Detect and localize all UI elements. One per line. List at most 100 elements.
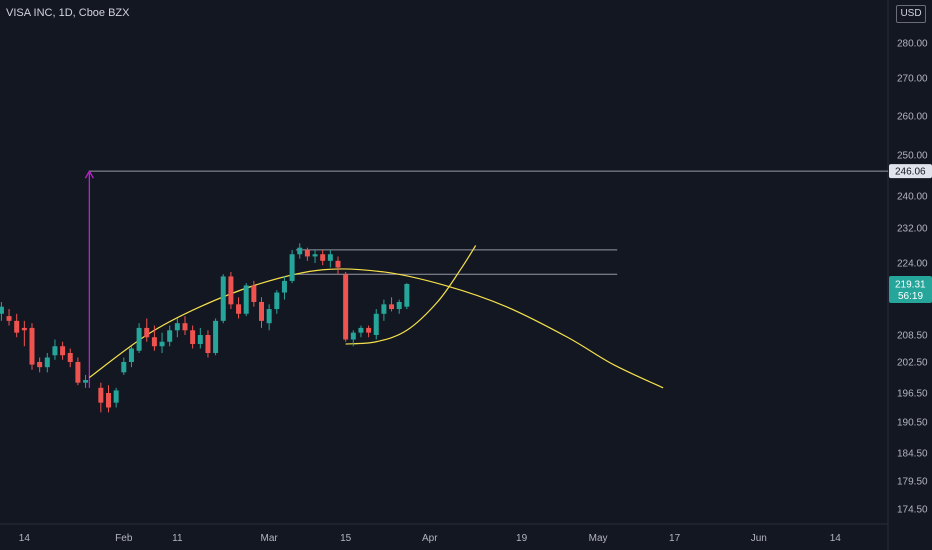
time-axis[interactable]: 14 Feb 11 Mar 15 Apr 19 May 17 Jun 14: [19, 533, 841, 544]
candle[interactable]: [98, 382, 104, 413]
candle[interactable]: [182, 316, 188, 335]
candle-body: [251, 285, 257, 302]
candle[interactable]: [14, 313, 20, 338]
candle[interactable]: [167, 325, 173, 347]
candle-body: [0, 306, 4, 314]
candle[interactable]: [335, 256, 341, 275]
candle[interactable]: [251, 280, 257, 307]
last-price-tag: [889, 276, 932, 303]
candle[interactable]: [243, 283, 249, 317]
price-tick-label: 190.50: [897, 418, 928, 429]
candle[interactable]: [151, 325, 157, 351]
drawings-layer[interactable]: [84, 169, 888, 389]
candle-body: [373, 313, 379, 335]
time-tick-label: May: [589, 533, 608, 544]
candle[interactable]: [389, 297, 395, 312]
candle-body: [343, 274, 349, 340]
candle-body: [289, 254, 295, 281]
candle-body: [75, 362, 81, 383]
candle[interactable]: [236, 297, 242, 319]
candle[interactable]: [190, 325, 196, 349]
candle-body: [320, 254, 326, 261]
time-tick-label: Jun: [751, 533, 767, 544]
price-tick-label: 208.50: [897, 331, 928, 342]
candle[interactable]: [128, 346, 134, 368]
cup-curve[interactable]: [345, 245, 477, 345]
candle-body: [44, 357, 50, 368]
candle[interactable]: [136, 323, 142, 353]
candle-body: [136, 327, 142, 351]
candle[interactable]: [373, 309, 379, 340]
candle-body: [297, 247, 303, 255]
candle[interactable]: [366, 325, 372, 338]
candle-body: [14, 320, 20, 333]
candle[interactable]: [37, 357, 43, 373]
candle[interactable]: [228, 271, 234, 310]
candle[interactable]: [113, 387, 119, 408]
candle-body: [205, 335, 211, 353]
candle-body: [358, 327, 364, 333]
candle[interactable]: [289, 249, 295, 284]
candle[interactable]: [274, 290, 280, 314]
time-tick-label: 14: [830, 533, 842, 544]
candle[interactable]: [205, 330, 211, 358]
candle[interactable]: [159, 332, 165, 353]
candle[interactable]: [21, 320, 27, 347]
candle[interactable]: [106, 385, 111, 413]
candle[interactable]: [381, 299, 387, 321]
candle[interactable]: [44, 353, 50, 373]
candle-body: [281, 280, 287, 293]
currency-button[interactable]: USD: [896, 5, 926, 23]
candle[interactable]: [144, 318, 150, 342]
time-tick-label: Apr: [422, 533, 438, 544]
candle[interactable]: [404, 283, 410, 310]
candle-body: [98, 387, 104, 403]
price-tick-label: 174.50: [897, 505, 928, 516]
candle[interactable]: [350, 330, 356, 347]
time-tick-label: Mar: [261, 533, 279, 544]
price-axis[interactable]: 280.00 270.00 260.00 250.00 240.00 232.00 224.…: [897, 39, 928, 516]
candle[interactable]: [121, 357, 127, 375]
candle[interactable]: [52, 339, 58, 360]
candle-body: [106, 393, 111, 408]
candle-body: [29, 327, 35, 365]
candle-body: [335, 260, 341, 268]
candle[interactable]: [83, 374, 89, 388]
countdown-label: 56:19: [898, 291, 923, 302]
candle[interactable]: [327, 249, 333, 268]
candle[interactable]: [197, 327, 203, 349]
candle-body: [259, 301, 264, 321]
candles-layer[interactable]: [0, 243, 410, 413]
candle-body: [350, 332, 356, 340]
axis-lines: [0, 0, 889, 550]
candle-body: [236, 304, 242, 314]
candle[interactable]: [396, 299, 402, 314]
candle[interactable]: [304, 247, 310, 261]
candle[interactable]: [312, 249, 318, 263]
candle[interactable]: [259, 297, 264, 328]
candle-body: [404, 284, 410, 307]
candle[interactable]: [220, 274, 226, 324]
candle[interactable]: [343, 271, 349, 342]
candle[interactable]: [297, 243, 303, 259]
price-tick-label: 184.50: [897, 449, 928, 460]
candle[interactable]: [213, 318, 219, 356]
candle[interactable]: [174, 318, 180, 338]
candle[interactable]: [0, 301, 4, 321]
price-tick-label: 240.00: [897, 192, 928, 203]
measure-arrow-head: [84, 169, 94, 179]
candle[interactable]: [75, 357, 81, 386]
candle[interactable]: [281, 276, 287, 300]
candle[interactable]: [29, 323, 35, 370]
rounding-arc-curve[interactable]: [89, 268, 664, 389]
candle[interactable]: [266, 304, 272, 331]
price-tick-label: 280.00: [897, 39, 928, 50]
candle[interactable]: [60, 341, 66, 360]
candle[interactable]: [320, 249, 326, 266]
candle-body: [144, 327, 150, 338]
candle[interactable]: [6, 309, 12, 326]
candle[interactable]: [67, 348, 73, 368]
candle[interactable]: [358, 325, 364, 338]
price-tick-label: 260.00: [897, 112, 928, 123]
